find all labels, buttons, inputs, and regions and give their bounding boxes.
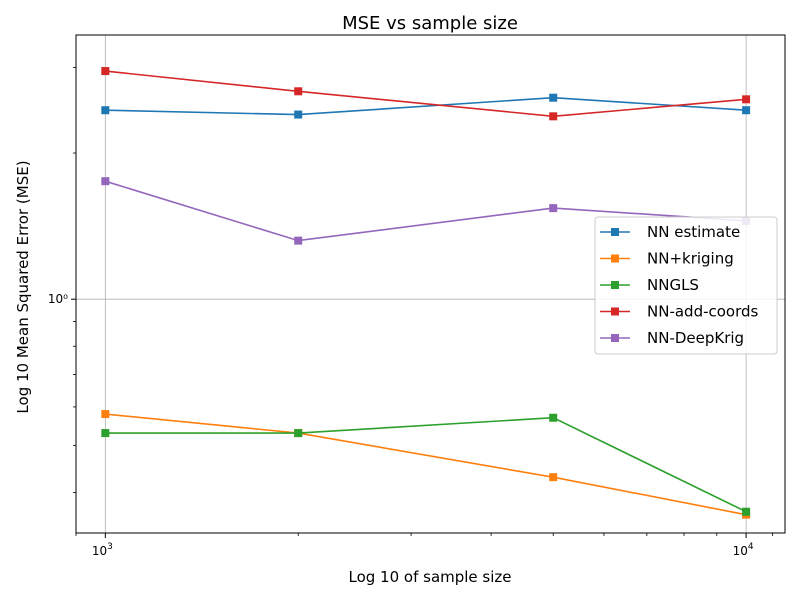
y-axis-label: Log 10 Mean Squared Error (MSE) (14, 160, 32, 413)
data-point-nngls (101, 429, 110, 438)
data-point-nn-estimate (294, 110, 303, 119)
data-point-nn-deepkrig (101, 177, 110, 186)
chart-title: MSE vs sample size (342, 13, 518, 34)
legend-label-nn-estimate: NN estimate (647, 223, 740, 241)
series-line-nngls (105, 416, 747, 513)
legend-label-nn-add-coords: NN-add-coords (647, 303, 759, 321)
plot-frame (75, 34, 786, 534)
data-point-nn-estimate (742, 106, 751, 115)
x-tick-label: 104 (733, 542, 754, 558)
data-point-nngls (549, 413, 558, 422)
tick-layer: 103 104 10⁰ (48, 292, 754, 558)
data-point-nngls (742, 507, 751, 516)
series-line-nn-estimate (105, 96, 747, 116)
series-line-nn-kriging (105, 413, 747, 516)
data-point-nn-add-coords (294, 87, 303, 96)
legend-marker-nn-estimate (611, 228, 619, 236)
legend-marker-nngls (611, 281, 619, 289)
data-point-nngls (294, 429, 303, 438)
x-tick-label: 103 (92, 542, 113, 558)
legend-label-nn-kriging: NN+kriging (647, 250, 734, 268)
data-point-nn-kriging (101, 410, 110, 419)
data-point-nn-estimate (101, 106, 110, 115)
data-point-nn-kriging (549, 473, 558, 482)
data-point-nn-add-coords (549, 112, 558, 121)
data-point-nn-deepkrig (549, 204, 558, 213)
legend-label-nn-deepkrig: NN-DeepKrig (647, 329, 744, 347)
data-point-nn-estimate (549, 93, 558, 102)
series-line-nn-add-coords (105, 70, 747, 118)
legend-box (594, 216, 778, 355)
data-point-nn-deepkrig (294, 236, 303, 245)
x-axis-label: Log 10 of sample size (348, 568, 511, 586)
data-point-nn-add-coords (101, 67, 110, 76)
y-tick-label: 10⁰ (48, 292, 68, 306)
data-point-nn-add-coords (742, 95, 751, 104)
series-layer (101, 67, 751, 519)
legend-label-nngls: NNGLS (647, 276, 699, 294)
legend-marker-nn-kriging (611, 254, 619, 263)
legend-marker-nn-add-coords (611, 307, 619, 316)
legend-marker-nn-deepkrig (611, 334, 619, 342)
series-line-nn-deepkrig (105, 180, 747, 242)
legend: NN estimate NN+kriging NNGLS NN-add-coords N… (594, 216, 778, 355)
